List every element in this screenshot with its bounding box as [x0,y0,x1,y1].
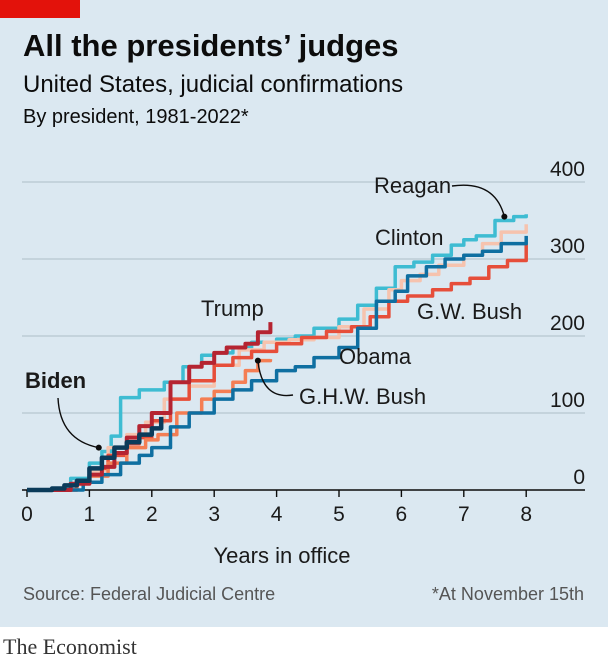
label-obama: Obama [339,344,412,369]
y-tick-label-0: 0 [573,466,585,489]
leader-line-reagan [451,184,506,217]
label-clinton: Clinton [375,225,443,250]
x-tick-label-5: 5 [333,503,345,526]
leader-dot-biden [95,444,102,451]
series-line-biden [27,416,164,493]
leader-dot-reagan [501,213,508,220]
chart-subsubtitle: By president, 1981-2022* [23,106,249,128]
x-axis-label: Years in office [214,543,351,568]
leader-line-ghw-bush [257,360,294,397]
x-tick-label-7: 7 [458,503,470,526]
economist-logo: The Economist [3,634,137,659]
line-chart: 0 100 200 300 400 0 1 2 3 4 5 6 7 8 Reagan Clinton G… [21,158,585,568]
y-tick-label-300: 300 [550,235,585,258]
chart-title: All the presidents’ judges [23,28,399,63]
x-tick-label-0: 0 [21,503,33,526]
label-biden: Biden [25,368,86,393]
label-trump: Trump [201,296,264,321]
series-line-obama [27,235,528,492]
x-tick-label-6: 6 [396,503,408,526]
y-tick-label-400: 400 [550,158,585,181]
source-note: Source: Federal Judicial Centre [23,584,276,604]
x-tick-label-1: 1 [84,503,96,526]
footnote: *At November 15th [431,584,584,604]
x-tick-label-3: 3 [208,503,220,526]
x-tick-label-2: 2 [146,503,158,526]
x-tick-labels: 0 1 2 3 4 5 6 7 8 [21,490,532,526]
leader-line-biden [57,397,99,449]
x-tick-label-4: 4 [271,503,283,526]
label-reagan: Reagan [374,173,451,198]
x-tick-label-8: 8 [520,503,532,526]
series-line-trump [27,322,273,492]
y-tick-label-100: 100 [550,389,585,412]
label-ghw-bush: G.H.W. Bush [299,384,426,409]
chart-panel [0,0,608,627]
leader-dot-ghw-bush [254,357,261,364]
brand-red-bar [0,0,80,18]
chart-subtitle: United States, judicial confirmations [23,71,404,98]
label-gw-bush: G.W. Bush [417,299,522,324]
y-tick-label-200: 200 [550,312,585,335]
annotation-leaders [57,184,508,451]
y-tick-labels: 0 100 200 300 400 [550,158,585,489]
series-lines [27,214,528,493]
